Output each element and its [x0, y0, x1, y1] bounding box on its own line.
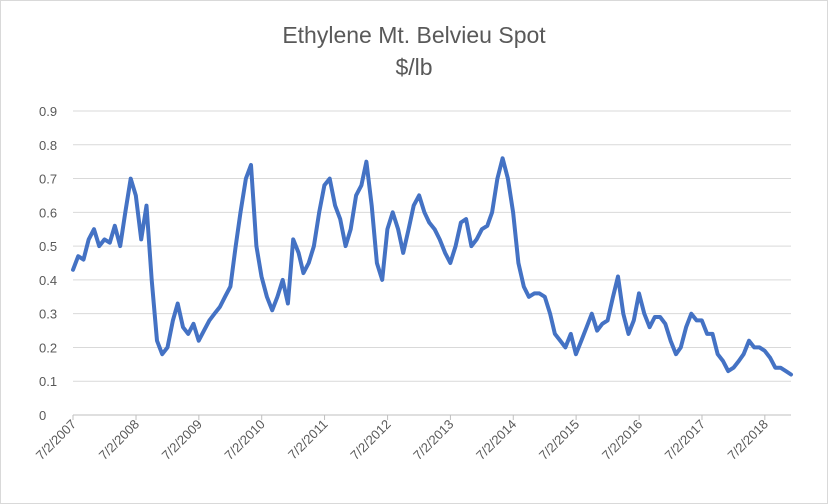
- chart-title: Ethylene Mt. Belvieu Spot: [282, 22, 546, 48]
- x-tick-label: 7/2/2011: [285, 417, 331, 463]
- x-tick-label: 7/2/2016: [599, 417, 645, 463]
- y-tick-label: 0.4: [39, 273, 57, 288]
- x-tick-label: 7/2/2014: [473, 417, 519, 463]
- x-tick-label: 7/2/2007: [33, 417, 79, 463]
- x-tick-label: 7/2/2008: [96, 417, 142, 463]
- x-tick-label: 7/2/2012: [347, 417, 393, 463]
- x-tick-label: 7/2/2010: [221, 417, 267, 463]
- series-line: [71, 156, 793, 377]
- y-tick-label: 0.2: [39, 340, 57, 355]
- y-axis-ticks: 0 0.1 0.2 0.3 0.4 0.5 0.6 0.7 0.8 0.9: [39, 104, 57, 423]
- y-tick-label: 0.9: [39, 104, 57, 119]
- y-tick-label: 0.6: [39, 205, 57, 220]
- y-tick-label: 0.3: [39, 307, 57, 322]
- x-tick-label: 7/2/2018: [725, 417, 771, 463]
- y-tick-label: 0.1: [39, 374, 57, 389]
- y-tick-label: 0.5: [39, 239, 57, 254]
- chart-title-block: Ethylene Mt. Belvieu Spot $/lb: [1, 19, 827, 83]
- y-tick-label: 0.7: [39, 172, 57, 187]
- chart-subtitle: $/lb: [395, 54, 433, 80]
- x-tick-label: 7/2/2009: [159, 417, 205, 463]
- x-tick-label: 7/2/2015: [536, 417, 582, 463]
- y-tick-label: 0: [39, 408, 46, 423]
- x-tick-label: 7/2/2017: [662, 417, 708, 463]
- y-tick-label: 0.8: [39, 138, 57, 153]
- gridlines: [73, 110, 791, 382]
- x-tick-label: 7/2/2013: [410, 417, 456, 463]
- x-axis-ticks: 7/2/2007 7/2/2008 7/2/2009 7/2/2010 7/2/2011…: [33, 415, 771, 463]
